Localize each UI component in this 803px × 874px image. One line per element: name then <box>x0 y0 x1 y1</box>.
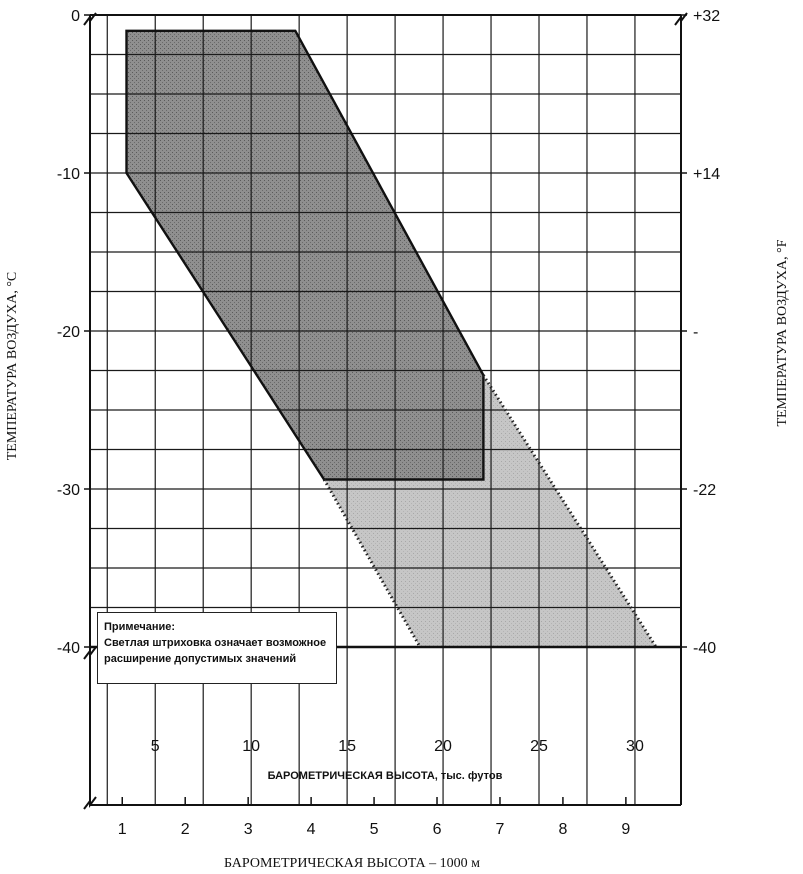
x-tick-label-meters: 3 <box>244 821 253 838</box>
x-tick-label-feet: 25 <box>530 738 548 755</box>
grid-lines <box>90 14 681 805</box>
y-tick-label-celsius: -30 <box>57 482 80 499</box>
y-tick-label-celsius: -20 <box>57 324 80 341</box>
region-light-edge-left <box>322 478 422 648</box>
y-tick-label-celsius: 0 <box>71 8 80 25</box>
region-dark <box>126 30 484 480</box>
x-tick-label-feet: 20 <box>434 738 452 755</box>
region-light <box>324 375 657 647</box>
x-tick-label-meters: 8 <box>558 821 567 838</box>
x-tick-label-meters: 4 <box>307 821 316 838</box>
x-tick-label-meters: 6 <box>433 821 442 838</box>
y-tick-label-fahrenheit: -22 <box>693 482 716 499</box>
axis-break <box>83 646 97 660</box>
note-title: Примечание: <box>104 621 176 633</box>
tick-labels: 0 -10 -20 -30 -40 +32 +14 - -22 -40 5 10 15 20 25 30 1 2 3… <box>57 8 720 838</box>
note-line-1: Светлая штриховка означает возможное <box>104 637 327 649</box>
axis-break <box>674 12 688 26</box>
note-line-2: расширение допустимых значений <box>104 653 297 665</box>
x-tick-label-meters: 9 <box>621 821 630 838</box>
y-axis-label-fahrenheit: ТЕМПЕРАТУРА ВОЗДУХА, °F <box>775 239 790 426</box>
x-axis-label-feet: БАРОМЕТРИЧЕСКАЯ ВЫСОТА, тыс. футов <box>268 770 503 782</box>
x-tick-label-meters: 1 <box>118 821 127 838</box>
y-tick-label-fahrenheit: - <box>693 324 698 341</box>
y-tick-label-celsius: -10 <box>57 166 80 183</box>
y-tick-label-fahrenheit: -40 <box>693 640 716 657</box>
y-axis-label-celsius: ТЕМПЕРАТУРА ВОЗДУХА, °C <box>5 272 20 461</box>
x-tick-label-meters: 7 <box>496 821 505 838</box>
shaded-regions <box>126 30 657 647</box>
x-tick-label-feet: 15 <box>338 738 356 755</box>
x-tick-label-feet: 30 <box>626 738 644 755</box>
legend-note-box: Примечание: Светлая штриховка означает в… <box>97 612 337 684</box>
x-tick-label-meters: 5 <box>370 821 379 838</box>
y-tick-label-fahrenheit: +14 <box>693 166 720 183</box>
axis-break <box>83 12 97 26</box>
x-axis-label-meters: БАРОМЕТРИЧЕСКАЯ ВЫСОТА – 1000 м <box>224 856 480 871</box>
x-tick-label-feet: 5 <box>151 738 160 755</box>
axis-break <box>83 796 97 810</box>
x-tick-label-meters: 2 <box>181 821 190 838</box>
y-tick-label-celsius: -40 <box>57 640 80 657</box>
region-dark-outline <box>125 29 485 481</box>
x-tick-label-feet: 10 <box>242 738 260 755</box>
y-tick-label-fahrenheit: +32 <box>693 8 720 25</box>
